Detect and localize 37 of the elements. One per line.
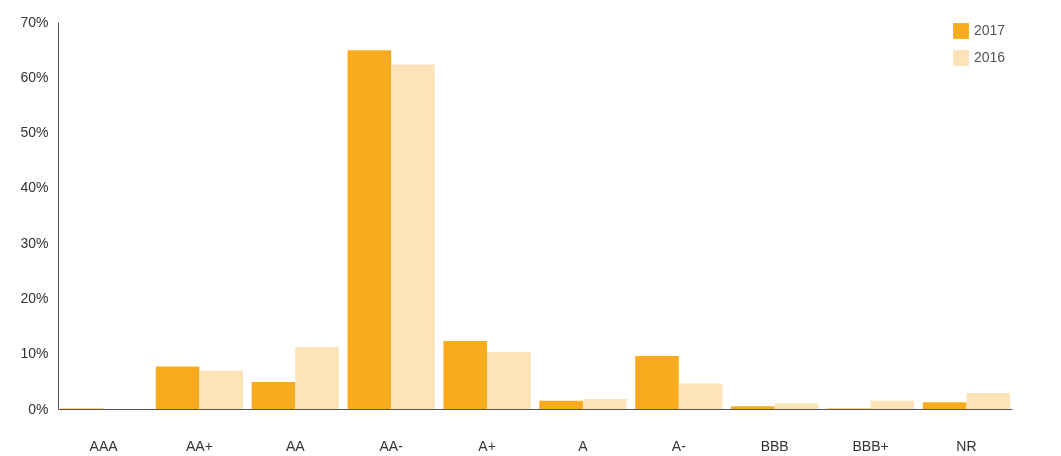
y-tick-label: 50% xyxy=(20,124,49,141)
bar xyxy=(774,403,819,409)
y-tick-label: 60% xyxy=(20,68,49,85)
legend-label: 2017 xyxy=(974,22,1006,38)
y-tick-label: 70% xyxy=(20,13,49,30)
bar xyxy=(347,50,392,409)
bar xyxy=(678,383,723,409)
legend-label: 2016 xyxy=(974,49,1006,65)
x-tick-label: AA xyxy=(285,437,306,454)
x-tick-label: AAA xyxy=(89,437,119,454)
x-tick-label: AA+ xyxy=(185,437,213,454)
y-tick-label: 0% xyxy=(28,400,49,417)
bar xyxy=(870,400,915,409)
x-tick-label: AA- xyxy=(379,437,404,454)
bar xyxy=(443,341,488,409)
bar xyxy=(922,402,967,409)
y-tick-label: 40% xyxy=(20,179,49,196)
bar xyxy=(731,406,775,409)
x-tick-label: BBB xyxy=(760,437,789,454)
bar xyxy=(199,370,244,409)
x-tick-label: A- xyxy=(671,437,687,454)
bar xyxy=(155,366,200,409)
bar xyxy=(966,392,1011,409)
x-tick-label: BBB+ xyxy=(852,437,889,454)
y-tick-label: 10% xyxy=(20,345,49,362)
bar xyxy=(251,381,296,409)
bar xyxy=(539,400,583,409)
x-tick-label: A+ xyxy=(478,437,496,454)
y-tick-label: 20% xyxy=(20,289,49,306)
x-tick-label: NR xyxy=(956,437,977,454)
bar xyxy=(295,347,339,409)
bar xyxy=(487,352,531,409)
x-tick-label: A xyxy=(578,437,589,454)
bar xyxy=(635,355,679,409)
bar xyxy=(391,64,435,409)
bar xyxy=(582,399,627,409)
y-tick-label: 30% xyxy=(20,234,49,251)
